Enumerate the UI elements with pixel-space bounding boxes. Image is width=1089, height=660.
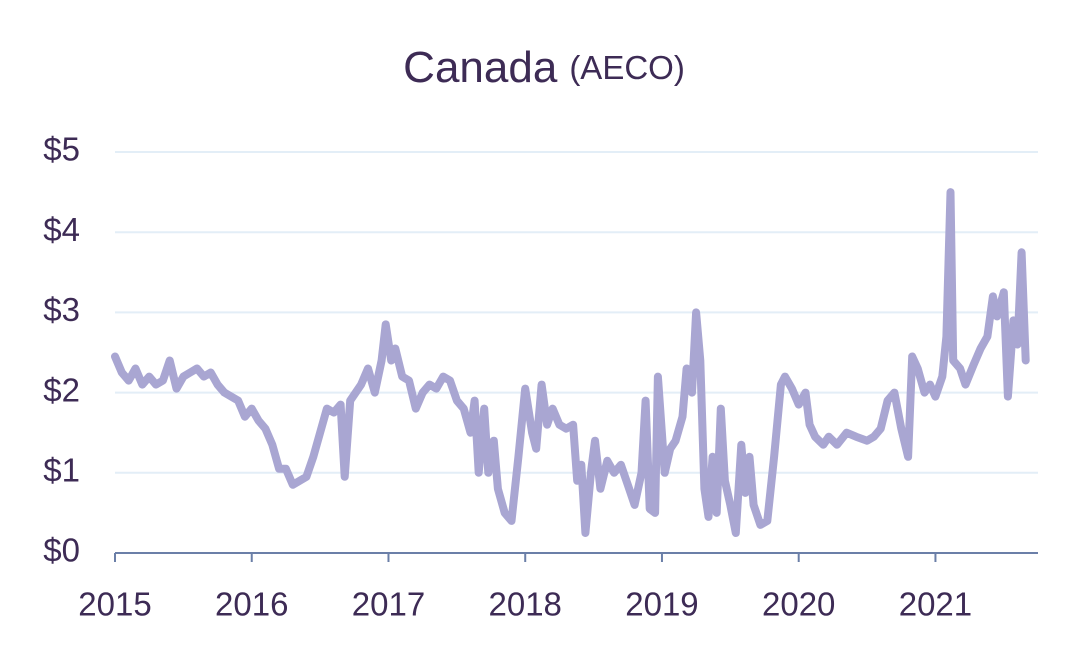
x-tick-label: 2020: [762, 586, 835, 623]
y-tick-label: $5: [43, 131, 80, 168]
x-tick-label: 2018: [489, 586, 562, 623]
chart-title: Canada: [403, 43, 558, 92]
chart-title-group: Canada (AECO): [403, 43, 685, 92]
x-tick-label: 2021: [899, 586, 972, 623]
chart-subtitle: (AECO): [569, 49, 685, 86]
y-tick-label: $1: [43, 452, 80, 489]
x-tick-label: 2019: [625, 586, 698, 623]
y-tick-label: $3: [43, 291, 80, 328]
x-tick-label: 2017: [352, 586, 425, 623]
x-tick-label: 2015: [78, 586, 151, 623]
x-tick-label: 2016: [215, 586, 288, 623]
y-tick-label: $0: [43, 532, 80, 569]
y-tick-label: $2: [43, 371, 80, 408]
y-tick-label: $4: [43, 211, 80, 248]
data-line: [111, 188, 1030, 537]
